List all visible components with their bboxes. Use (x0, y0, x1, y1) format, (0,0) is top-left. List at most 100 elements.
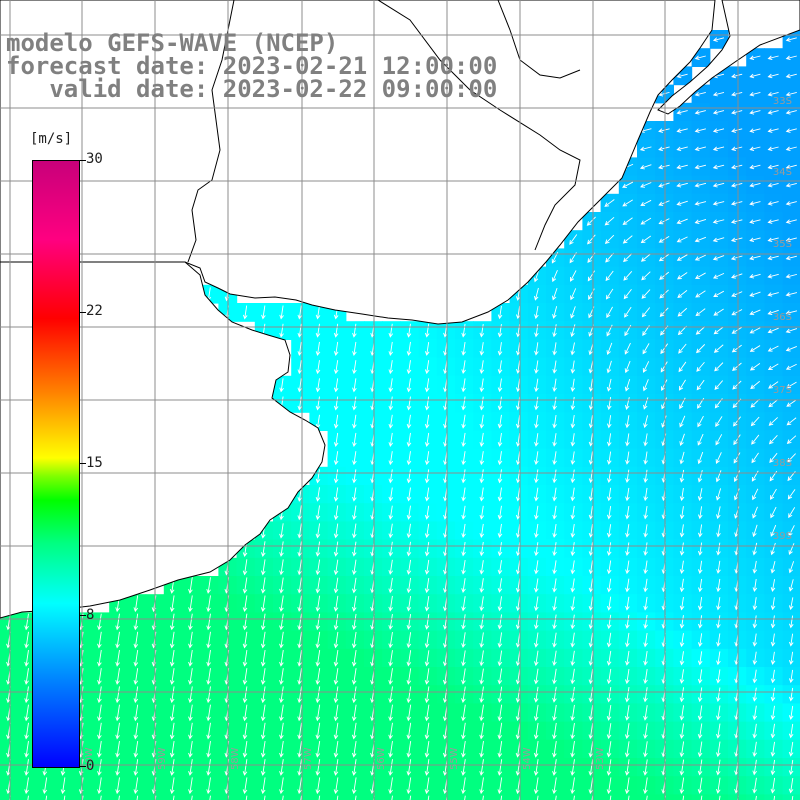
wind-arrow (24, 613, 29, 631)
wind-arrow (605, 270, 614, 282)
wind-arrow (678, 379, 686, 391)
wind-cell (18, 794, 37, 800)
wind-cell (163, 794, 183, 800)
wind-arrow (646, 795, 648, 800)
wind-arrow (133, 740, 139, 758)
wind-cell (564, 794, 583, 800)
wind-arrow (588, 686, 594, 703)
wind-arrow (497, 759, 503, 776)
wind-arrow (479, 704, 484, 722)
wind-arrow (676, 73, 688, 79)
wind-arrow (679, 487, 685, 502)
wind-arrow (406, 541, 412, 557)
wind-arrow (406, 469, 412, 484)
wind-arrow (424, 632, 430, 649)
wind-arrow (315, 523, 321, 539)
wind-arrow (679, 633, 685, 648)
wind-cell (455, 794, 474, 800)
wind-arrow (643, 632, 648, 648)
wind-arrow (515, 505, 521, 520)
wind-arrow (570, 704, 575, 721)
wind-arrow (770, 759, 776, 776)
wind-arrow (770, 687, 776, 702)
wind-arrow (697, 415, 704, 428)
wind-arrow (661, 415, 667, 428)
wind-arrow (679, 451, 685, 465)
wind-arrow (625, 614, 630, 630)
wind-arrow (624, 342, 631, 355)
wind-arrow (333, 505, 339, 521)
wind-arrow (388, 469, 394, 484)
wind-arrow (625, 632, 630, 648)
wind-arrow (188, 649, 193, 667)
wind-arrow (606, 451, 612, 465)
wind-arrow (715, 434, 723, 446)
wind-arrow (333, 722, 339, 740)
wind-arrow (658, 218, 670, 225)
wind-arrow (479, 342, 485, 356)
wind-arrow (206, 740, 211, 758)
wind-arrow (409, 795, 412, 800)
wind-arrow (606, 306, 613, 319)
wind-cell (291, 794, 310, 800)
wind-arrow (767, 363, 779, 371)
wind-arrow (606, 433, 612, 447)
wind-arrow (333, 487, 339, 502)
wind-arrow (587, 234, 596, 245)
wind-arrow (697, 469, 703, 483)
colorbar-tick-line (79, 160, 86, 161)
wind-arrow (788, 633, 794, 647)
wind-arrow (570, 614, 576, 630)
wind-arrow (643, 469, 648, 483)
wind-arrow (679, 506, 685, 520)
wind-arrow (570, 306, 576, 319)
wind-arrow (534, 578, 539, 593)
wind-arrow (333, 378, 339, 393)
wind-arrow (333, 777, 339, 795)
wind-arrow (515, 378, 521, 393)
wind-arrow (658, 146, 670, 152)
wind-arrow (461, 759, 466, 776)
wind-arrow (677, 325, 687, 336)
wind-cell (36, 794, 56, 800)
wind-arrow (315, 305, 321, 320)
wind-arrow (661, 397, 668, 410)
wind-arrow (461, 342, 466, 356)
wind-arrow (534, 451, 539, 466)
wind-arrow (515, 542, 521, 557)
wind-arrow (791, 795, 794, 800)
wind-arrow (24, 740, 29, 758)
wind-arrow (712, 219, 725, 224)
wind-arrow (712, 110, 725, 115)
wind-arrow (625, 650, 630, 666)
wind-arrow (333, 704, 339, 722)
wind-arrow (424, 505, 430, 520)
wind-arrow (715, 470, 722, 483)
wind-arrow (679, 469, 685, 483)
wind-arrow (333, 469, 339, 484)
wind-arrow (788, 741, 794, 757)
wind-arrow (697, 451, 704, 465)
wind-arrow (279, 378, 284, 393)
wind-arrow (497, 704, 503, 722)
wind-arrow (570, 451, 576, 465)
wind-arrow (133, 759, 139, 776)
wind-arrow (658, 253, 670, 262)
wind-arrow (479, 487, 485, 502)
wind-cell (746, 794, 765, 800)
wind-arrow (752, 669, 758, 684)
wind-arrow (788, 777, 794, 794)
wind-arrow (297, 396, 303, 411)
wind-arrow (625, 668, 630, 685)
wind-arrow (752, 560, 758, 574)
wind-arrow (752, 741, 758, 757)
wind-arrow (625, 687, 630, 703)
wind-arrow (497, 777, 503, 795)
wind-arrow (351, 686, 357, 704)
wind-arrow (606, 415, 612, 429)
wind-arrow (424, 596, 430, 612)
wind-arrow (388, 559, 394, 575)
wind-arrow (333, 631, 339, 649)
wind-arrow (515, 523, 521, 538)
wind-arrow (115, 631, 120, 649)
